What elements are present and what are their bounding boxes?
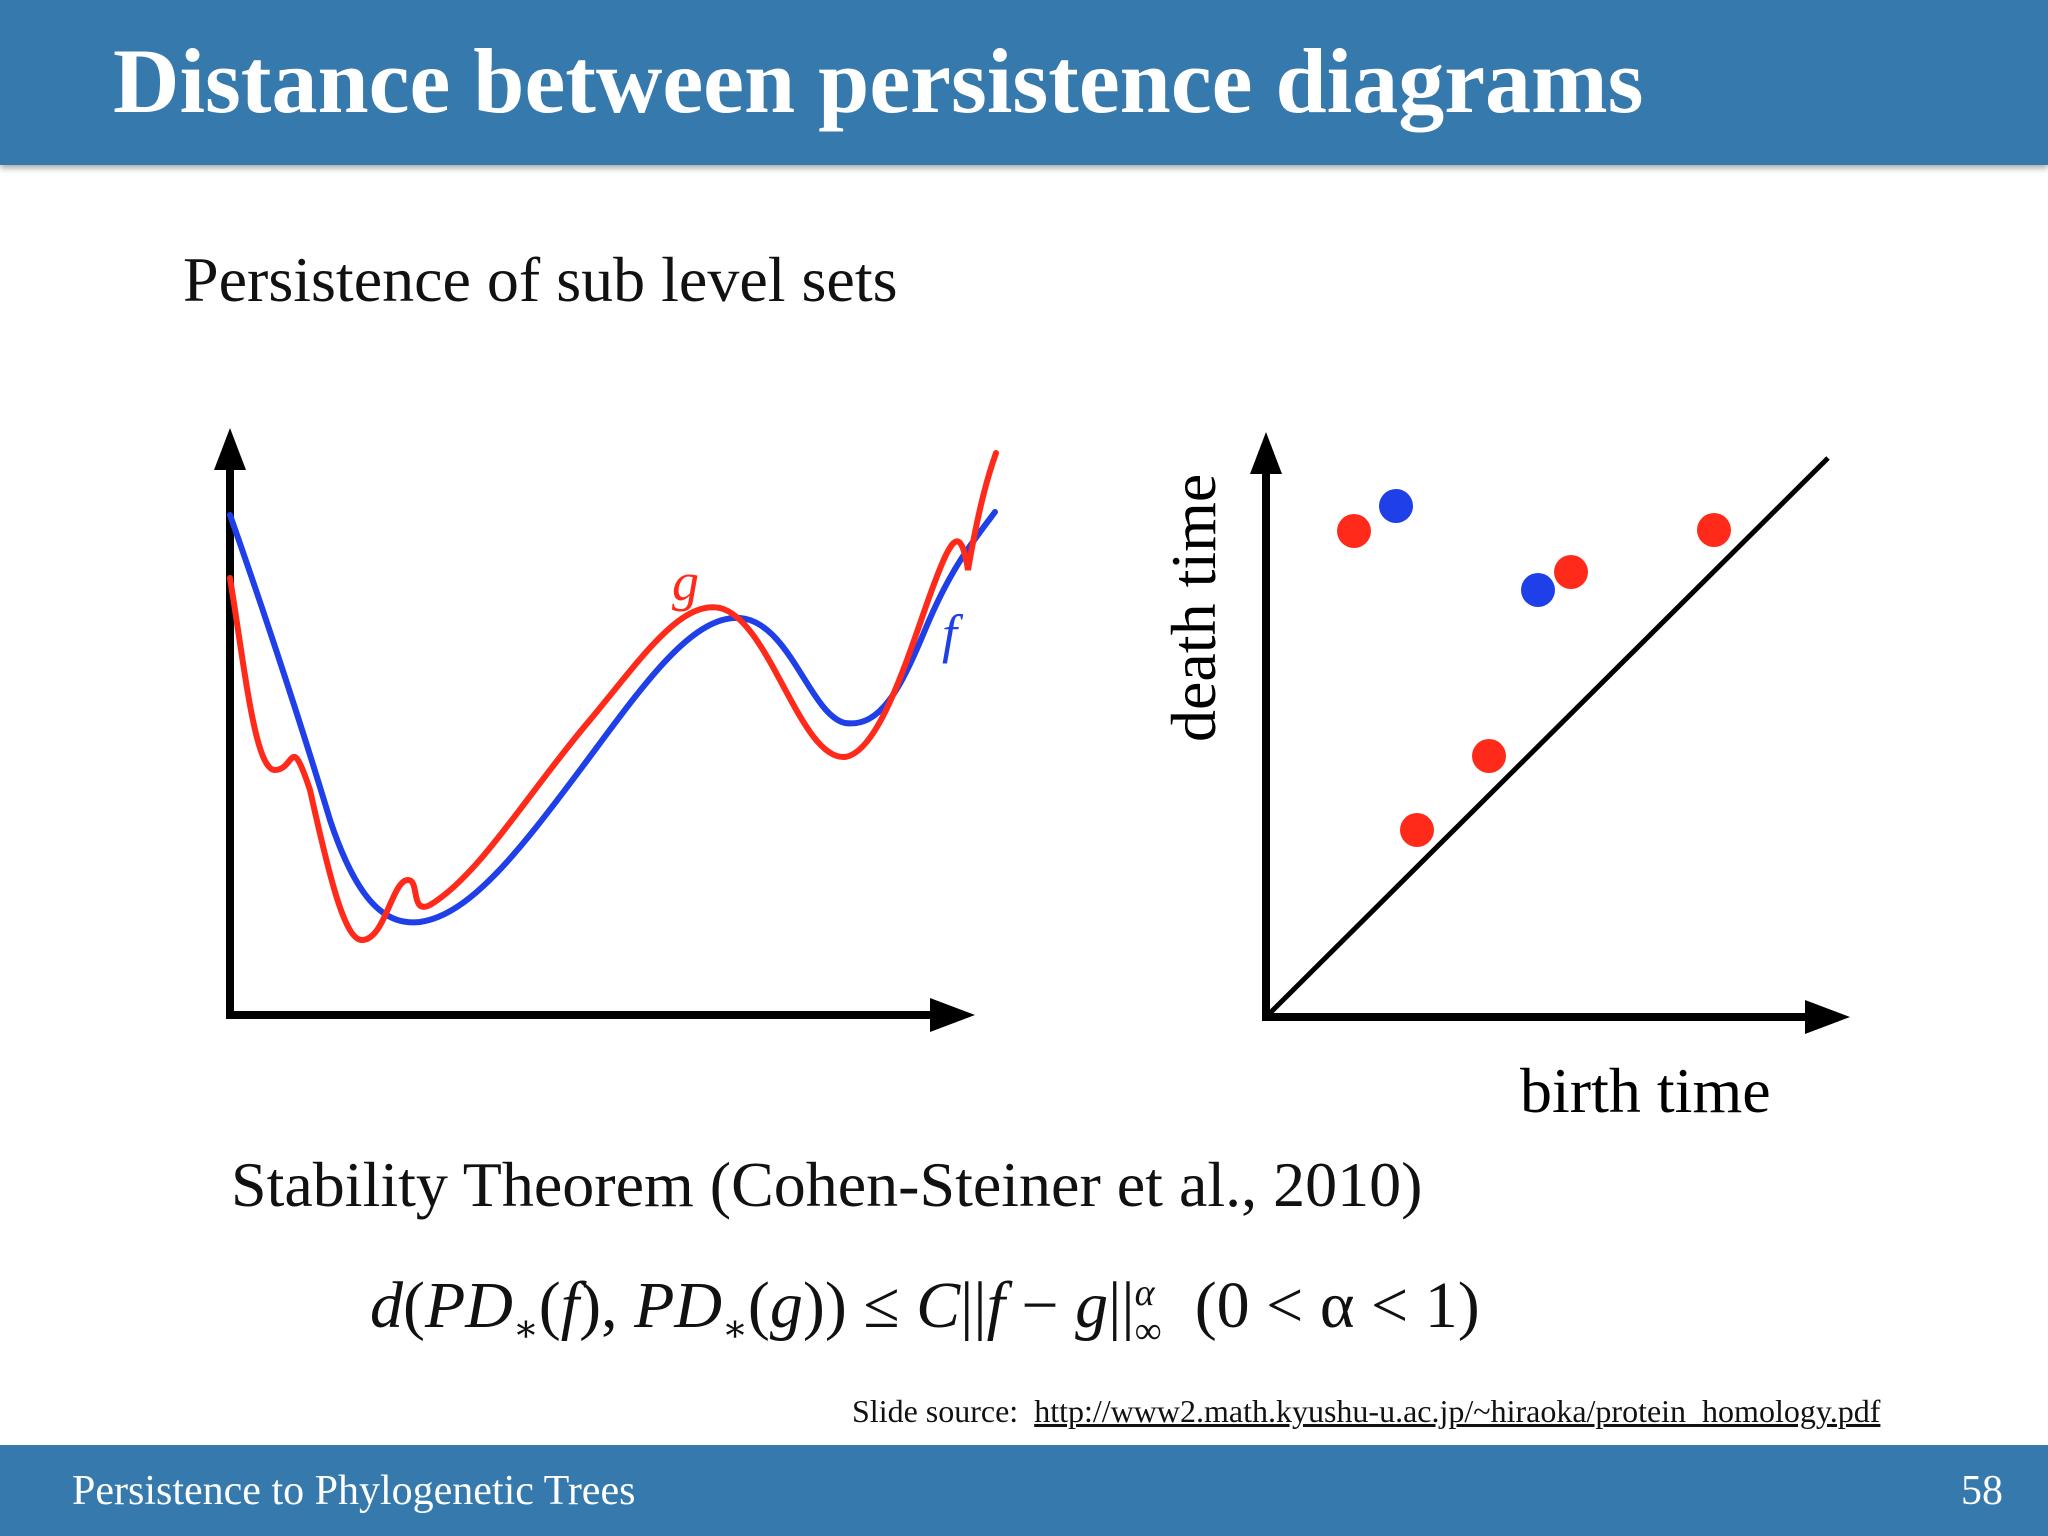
formula-inf: ∞ [1134,1309,1162,1352]
function-plot: g f [214,428,999,1032]
death-time-label: death time [1158,474,1229,742]
section-subtitle: Persistence of sub level sets [183,244,898,315]
slide-source: Slide source: http://www2.math.kyushu-u.… [852,1393,1880,1430]
formula-leq: ≤ [863,1269,900,1342]
formula-c: C [916,1269,961,1342]
red-point [1400,813,1434,847]
formula-f: f [986,1269,1005,1342]
red-point [1697,513,1731,547]
red-point [1554,555,1588,589]
formula-star: ∗ [722,1308,748,1351]
birth-time-label: birth time [1520,1055,1771,1126]
page-number: 58 [1961,1468,2003,1514]
source-label: Slide source: [852,1393,1019,1429]
formula-condition: (0 < α < 1) [1194,1269,1480,1342]
formula-d: d [370,1269,403,1342]
stability-formula: d(PD∗(f), PD∗(g)) ≤ C||f − g|| α ∞ (0 < α … [370,1269,1480,1352]
persistence-diagram: death time birth time [1158,432,1850,1126]
slide-footer: Persistence to Phylogenetic Trees 58 [0,1445,2048,1536]
slide-header: Distance between persistence diagrams [0,0,2048,165]
formula-f: f [560,1269,580,1342]
formula-pd: PD [634,1269,723,1342]
red-point [1337,514,1371,548]
source-link[interactable]: http://www2.math.kyushu-u.ac.jp/~hiraoka… [1034,1393,1881,1429]
curve-f-label: f [942,604,964,664]
diagonal-line [1264,456,1830,1019]
curve-g-label: g [672,552,699,612]
pd-x-axis-arrow [1805,1000,1850,1034]
slide-title: Distance between persistence diagrams [113,30,1644,132]
pd-y-axis-arrow [1250,432,1282,474]
blue-point [1379,489,1413,523]
formula-alpha: α [1134,1271,1155,1314]
red-point [1472,739,1506,773]
footer-title: Persistence to Phylogenetic Trees [72,1468,636,1514]
left-x-axis-arrow [930,998,975,1032]
stability-theorem: Stability Theorem (Cohen-Steiner et al.,… [231,1149,1423,1220]
formula-g: g [769,1269,803,1342]
curve-g [227,450,999,944]
formula-pd: PD [424,1269,513,1342]
left-y-axis-arrow [214,428,246,470]
formula-g: g [1075,1269,1109,1342]
blue-point [1521,573,1555,607]
formula-star: ∗ [512,1308,539,1351]
